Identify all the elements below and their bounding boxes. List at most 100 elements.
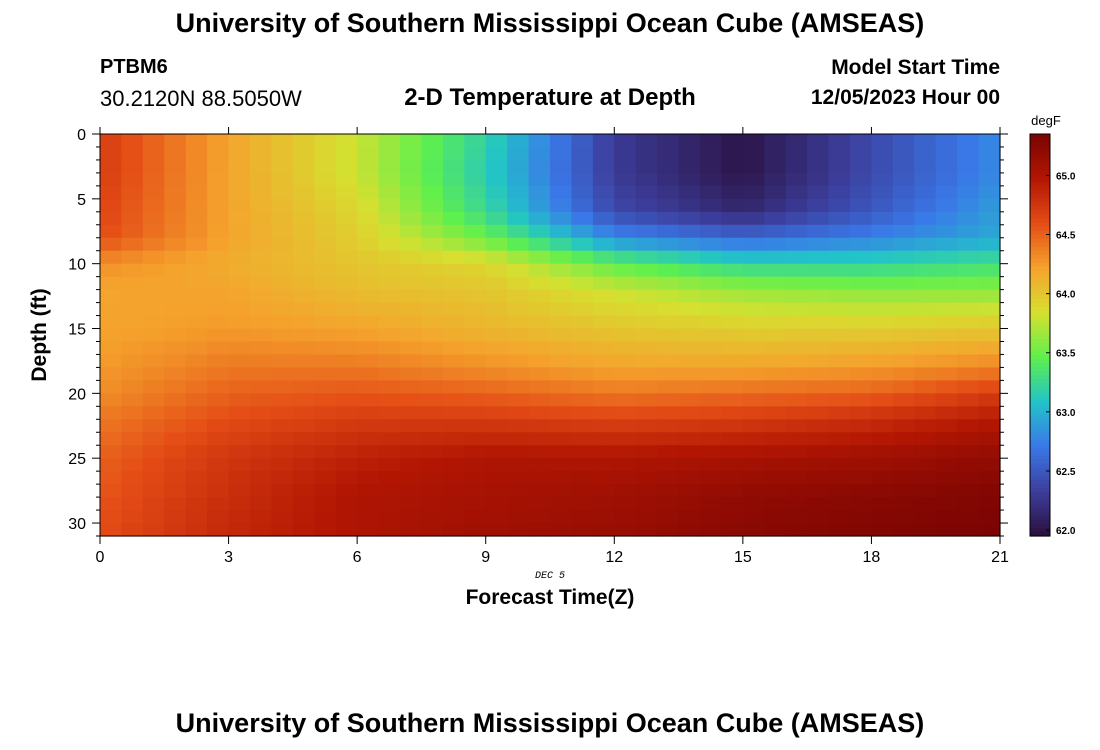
heatmap-cell: [957, 510, 980, 524]
heatmap-cell: [978, 328, 1001, 343]
heatmap-cell: [978, 471, 1001, 485]
heatmap-cell: [485, 432, 508, 446]
heatmap-cell: [314, 289, 337, 304]
heatmap-cell: [871, 432, 894, 446]
heatmap-cell: [121, 146, 144, 161]
heatmap-cell: [207, 289, 230, 304]
heatmap-cell: [892, 198, 915, 213]
heatmap-cell: [400, 510, 423, 524]
heatmap-cell: [464, 263, 487, 278]
heatmap-cell: [914, 172, 937, 187]
heatmap-cell: [335, 341, 358, 356]
heatmap-cell: [421, 185, 444, 200]
heatmap-cell: [914, 276, 937, 291]
heatmap-cell: [314, 172, 337, 187]
heatmap-cell: [464, 146, 487, 161]
heatmap-cell: [292, 276, 315, 291]
heatmap-cell: [700, 159, 723, 174]
heatmap-cell: [678, 146, 701, 161]
heatmap-cell: [421, 211, 444, 226]
heatmap-cell: [121, 289, 144, 304]
heatmap-cell: [314, 134, 337, 148]
heatmap-cell: [721, 393, 744, 407]
heatmap-cell: [700, 224, 723, 239]
heatmap-cell: [100, 159, 123, 174]
heatmap-cell: [442, 484, 465, 498]
heatmap-cell: [700, 328, 723, 343]
heatmap-cell: [721, 185, 744, 200]
heatmap-cell: [657, 263, 680, 278]
heatmap-cell: [978, 523, 1001, 537]
heatmap-cell: [250, 367, 273, 381]
heatmap-cell: [678, 471, 701, 485]
colorbar-segment: [1030, 162, 1050, 167]
heatmap-cell: [292, 341, 315, 356]
heatmap-cell: [271, 406, 294, 420]
heatmap-cell: [378, 224, 401, 239]
heatmap-cell: [635, 380, 658, 394]
heatmap-cell: [142, 510, 165, 524]
heatmap-cell: [485, 510, 508, 524]
colorbar-segment: [1030, 359, 1050, 364]
heatmap-cell: [785, 523, 808, 537]
heatmap-cell: [250, 341, 273, 356]
heatmap-cell: [164, 523, 187, 537]
heatmap-cell: [335, 523, 358, 537]
heatmap-cell: [528, 445, 551, 459]
heatmap-cell: [485, 328, 508, 343]
heatmap-cell: [228, 432, 251, 446]
colorbar-segment: [1030, 182, 1050, 187]
heatmap-cell: [550, 341, 573, 356]
heatmap-cell: [764, 354, 787, 369]
heatmap-cell: [678, 432, 701, 446]
heatmap-cell: [121, 406, 144, 420]
heatmap-cell: [121, 523, 144, 537]
heatmap-cell: [764, 471, 787, 485]
heatmap-cell: [785, 445, 808, 459]
heatmap-cell: [357, 146, 380, 161]
colorbar-segment: [1030, 146, 1050, 151]
heatmap-cell: [892, 224, 915, 239]
heatmap-cell: [121, 445, 144, 459]
colorbar-segment: [1030, 335, 1050, 340]
heatmap-cell: [742, 406, 765, 420]
heatmap-cell: [507, 159, 530, 174]
heatmap-cell: [828, 263, 851, 278]
chart-subtitle: 2-D Temperature at Depth: [404, 84, 696, 111]
heatmap-cell: [228, 315, 251, 330]
heatmap-cell: [678, 185, 701, 200]
heatmap-cell: [657, 354, 680, 369]
heatmap-cell: [528, 419, 551, 433]
colorbar-segment: [1030, 210, 1050, 215]
heatmap-cell: [935, 419, 958, 433]
colorbar-segment: [1030, 246, 1050, 252]
heatmap-cell: [271, 432, 294, 446]
heatmap-cell: [314, 380, 337, 394]
heatmap-cell: [721, 328, 744, 343]
heatmap-cell: [678, 341, 701, 356]
heatmap-cell: [442, 172, 465, 187]
heatmap-cell: [764, 497, 787, 511]
heatmap-cell: [742, 367, 765, 381]
heatmap-cell: [871, 250, 894, 265]
heatmap-cell: [850, 134, 873, 148]
heatmap-cell: [142, 211, 165, 226]
heatmap-cell: [571, 250, 594, 265]
heatmap-cell: [571, 510, 594, 524]
heatmap-cell: [657, 185, 680, 200]
heatmap-cell: [700, 172, 723, 187]
heatmap-cell: [292, 185, 315, 200]
heatmap-cell: [550, 380, 573, 394]
heatmap-cell: [400, 328, 423, 343]
heatmap-cell: [314, 328, 337, 343]
heatmap-cell: [100, 134, 123, 148]
colorbar-tick-label: 62.0: [1056, 526, 1076, 537]
heatmap-cell: [250, 302, 273, 317]
heatmap-cell: [957, 406, 980, 420]
colorbar-segment: [1030, 222, 1050, 228]
heatmap-cell: [592, 276, 615, 291]
heatmap-cell: [614, 134, 637, 148]
heatmap-cell: [228, 393, 251, 407]
heatmap-cell: [528, 393, 551, 407]
heatmap-cell: [485, 224, 508, 239]
